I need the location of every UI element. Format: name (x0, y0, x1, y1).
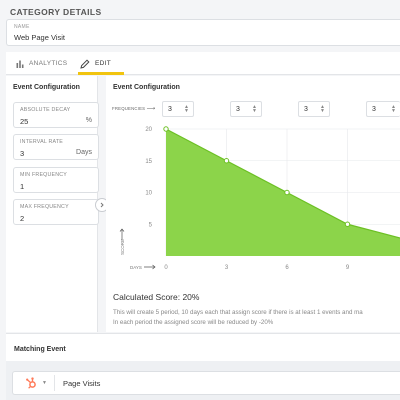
x-tick-label: 3 (225, 265, 229, 271)
frequency-select-1[interactable]: 3 ▲ ▼ (162, 101, 194, 117)
frequency-select-2[interactable]: 3 ▲ ▼ (230, 101, 262, 117)
x-tick-label: 0 (164, 265, 168, 271)
tab-edit[interactable]: EDIT (80, 52, 111, 75)
name-field-value[interactable]: Web Page Visit (14, 33, 66, 42)
matching-event-section: Matching Event ▼ Page Visits (6, 333, 400, 400)
absolute-decay-unit: % (85, 117, 92, 124)
y-tick-label: 20 (145, 127, 152, 133)
max-frequency-label: MAX FREQUENCY (20, 204, 69, 210)
absolute-decay-field[interactable]: ABSOLUTE DECAY 25 % (13, 102, 99, 128)
matching-event-row[interactable]: ▼ Page Visits (12, 371, 400, 395)
score-data-point (284, 189, 290, 196)
frequencies-label-text: FREQUENCIES (112, 106, 146, 111)
x-tick-label: 6 (285, 265, 289, 271)
bar-chart-icon (16, 60, 24, 68)
tab-edit-label: EDIT (95, 60, 112, 67)
x-axis-label: DAYS (130, 265, 142, 270)
updown-caret-icon: ▲ ▼ (252, 104, 257, 114)
name-field-label: NAME (14, 24, 30, 30)
y-tick-label: 10 (145, 191, 152, 197)
score-data-point (163, 126, 169, 132)
score-decay-chart: 20 15 10 5 0 3 6 9 DAYS SCORE (119, 126, 400, 271)
name-field[interactable]: NAME Web Page Visit (6, 19, 400, 46)
interval-rate-value[interactable]: 3 (20, 149, 25, 158)
score-data-point (223, 158, 230, 164)
interval-rate-label: INTERVAL RATE (20, 139, 64, 145)
matching-event-title: Matching Event (14, 346, 66, 353)
y-tick-label: 15 (145, 159, 152, 165)
y-axis-label: SCORE (120, 239, 125, 255)
tab-analytics[interactable]: ANALYTICS (16, 52, 67, 75)
absolute-decay-value[interactable]: 25 (20, 117, 29, 126)
left-config-panel: Event Configuration ABSOLUTE DECAY 25 % … (6, 76, 99, 332)
tab-bar: ANALYTICS EDIT (6, 52, 400, 75)
score-description-line2: In each period the assigned score will b… (113, 319, 274, 326)
interval-rate-unit: Days (76, 149, 92, 156)
frequency-select-4[interactable]: 3 ▲ ▼ (366, 101, 400, 117)
updown-caret-icon: ▲ ▼ (391, 104, 396, 114)
right-config-panel: Event Configuration FREQUENCIES ⟶ 3 ▲ ▼ 3… (106, 76, 400, 332)
absolute-decay-label: ABSOLUTE DECAY (20, 107, 71, 113)
frequency-select-4-value: 3 (372, 106, 376, 113)
pencil-icon (80, 58, 90, 69)
hubspot-icon[interactable] (25, 377, 38, 390)
calculated-score: Calculated Score: 20% (113, 292, 200, 302)
frequency-select-1-value: 3 (168, 106, 172, 113)
max-frequency-value[interactable]: 2 (20, 214, 25, 223)
score-data-point (344, 221, 351, 227)
right-panel-heading: Event Configuration (113, 84, 180, 91)
matching-event-value[interactable]: Page Visits (63, 379, 101, 388)
x-tick-label: 9 (346, 265, 350, 271)
active-tab-indicator (78, 72, 124, 75)
score-description-line1: This will create 5 period, 10 days each … (113, 309, 363, 316)
frequencies-label: FREQUENCIES ⟶ (112, 105, 155, 112)
chevron-right-icon (100, 202, 104, 208)
row-divider (54, 375, 55, 391)
min-frequency-field[interactable]: MIN FREQUENCY 1 (13, 167, 99, 193)
x-axis-arrow-icon (144, 264, 156, 270)
chevron-down-icon[interactable]: ▼ (42, 380, 47, 386)
frequency-select-3-value: 3 (304, 106, 308, 113)
arrow-right-icon: ⟶ (146, 106, 156, 112)
page-title: CATEGORY DETAILS (10, 7, 102, 17)
frequency-select-3[interactable]: 3 ▲ ▼ (298, 101, 330, 117)
min-frequency-value[interactable]: 1 (20, 182, 25, 191)
updown-caret-icon: ▲ ▼ (184, 104, 189, 114)
updown-caret-icon: ▲ ▼ (320, 104, 325, 114)
frequency-select-2-value: 3 (236, 106, 240, 113)
max-frequency-field[interactable]: MAX FREQUENCY 2 (13, 199, 99, 225)
tab-analytics-label: ANALYTICS (29, 60, 68, 67)
panel-toggle-button[interactable] (95, 198, 109, 212)
left-panel-heading: Event Configuration (13, 84, 80, 91)
y-tick-label: 5 (149, 222, 153, 228)
min-frequency-label: MIN FREQUENCY (20, 172, 68, 178)
y-axis-arrow-icon (119, 228, 125, 240)
interval-rate-field[interactable]: INTERVAL RATE 3 Days (13, 134, 99, 160)
